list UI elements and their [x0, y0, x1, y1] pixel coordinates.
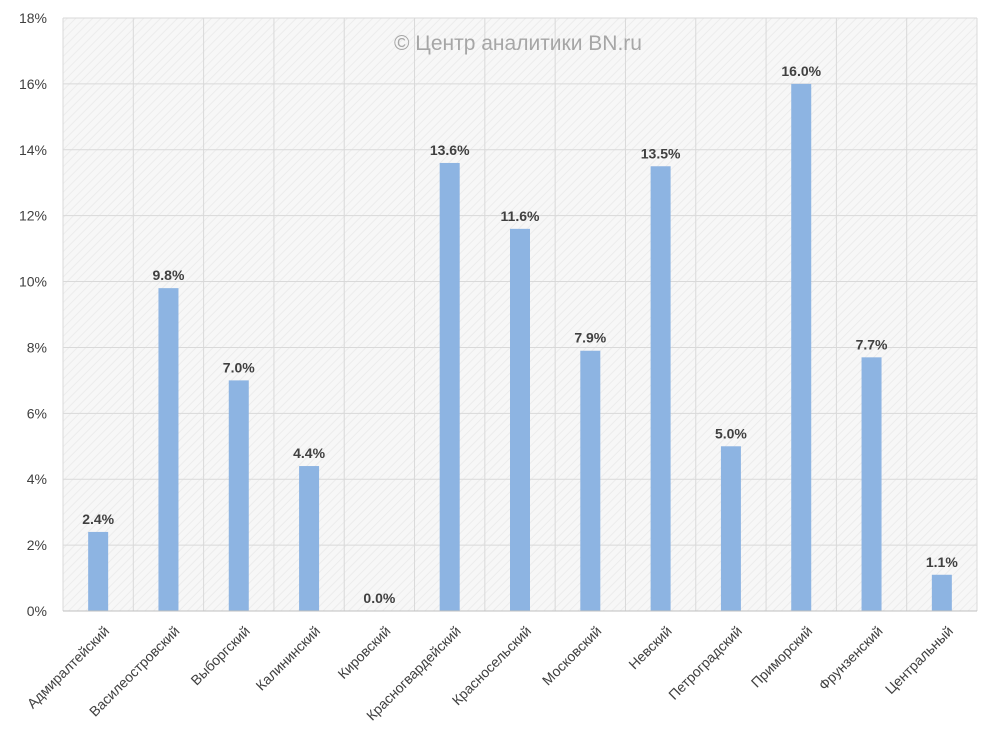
x-tick-label: Кировский: [334, 623, 393, 682]
bar: [720, 446, 741, 611]
data-label: 2.4%: [82, 511, 114, 527]
x-tick-label: Выборгский: [187, 623, 252, 688]
data-label: 7.7%: [856, 336, 888, 352]
bar: [88, 531, 109, 611]
bar: [439, 162, 460, 611]
data-label: 7.9%: [574, 330, 606, 346]
y-tick-label: 0%: [27, 603, 47, 619]
data-label: 16.0%: [781, 63, 821, 79]
y-tick-label: 14%: [19, 142, 47, 158]
bar: [791, 83, 812, 611]
x-tick-label: Московский: [539, 623, 605, 689]
data-labels: 2.4% 9.8% 7.0% 4.4% 0.0% 13.6% 11.6% 7.9% 13.5% 5…: [82, 63, 958, 606]
bar: [861, 357, 882, 611]
data-label: 0.0%: [363, 590, 395, 606]
bar: [158, 288, 179, 611]
data-label: 13.6%: [430, 142, 470, 158]
y-tick-label: 4%: [27, 471, 47, 487]
y-axis-ticks: 0% 2% 4% 6% 8% 10% 12% 14% 16% 18%: [19, 10, 47, 619]
bar: [510, 228, 530, 611]
data-label: 4.4%: [293, 445, 325, 461]
bar: [650, 166, 671, 611]
y-tick-label: 10%: [19, 274, 47, 290]
x-tick-label: Невский: [625, 623, 674, 672]
x-tick-label: Центральный: [882, 623, 956, 697]
bar: [299, 466, 320, 611]
data-label: 7.0%: [223, 359, 255, 375]
data-label: 5.0%: [715, 425, 747, 441]
gridlines: [62, 17, 978, 611]
y-tick-label: 8%: [27, 339, 47, 355]
y-tick-label: 16%: [19, 76, 47, 92]
data-label: 13.5%: [641, 145, 681, 161]
bars: [88, 83, 952, 611]
data-label: 11.6%: [501, 208, 540, 224]
y-tick-label: 6%: [27, 405, 47, 421]
x-tick-label: Фрунзенский: [815, 623, 885, 693]
y-tick-label: 2%: [27, 537, 47, 553]
x-tick-label: Приморский: [748, 623, 816, 691]
bar: [580, 350, 601, 611]
data-label: 1.1%: [926, 554, 958, 570]
bar: [931, 574, 952, 611]
x-tick-label: Калининский: [252, 623, 323, 694]
bar: [228, 380, 249, 611]
data-label: 9.8%: [153, 267, 185, 283]
y-tick-label: 18%: [19, 10, 47, 26]
y-tick-label: 12%: [19, 208, 47, 224]
x-tick-label: Петроградский: [665, 623, 745, 703]
watermark: © Центр аналитики BN.ru: [394, 32, 642, 55]
